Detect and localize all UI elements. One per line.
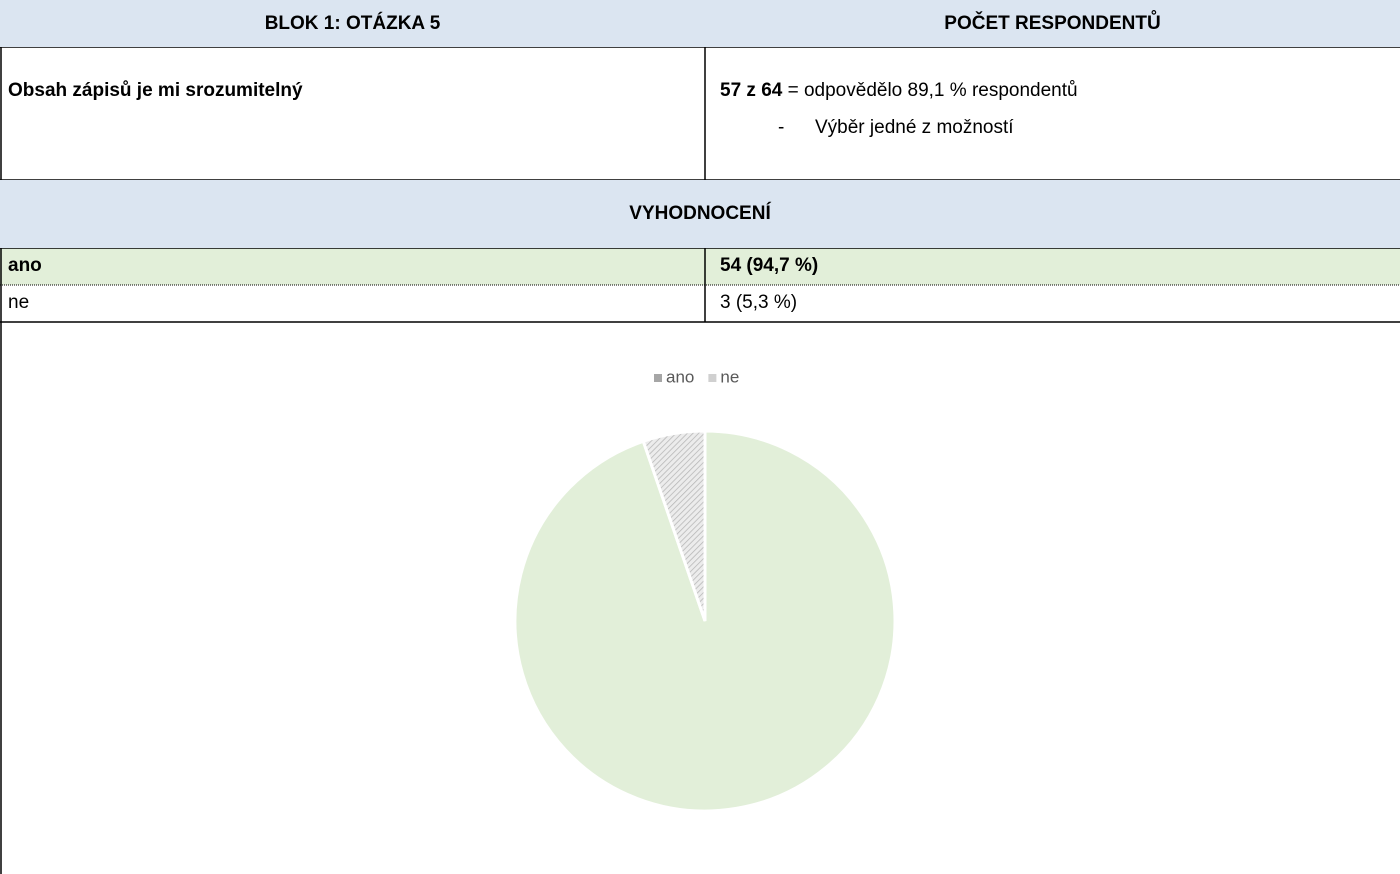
pie-chart: ano ne	[513, 367, 897, 813]
row-value: 3 (5,3 %)	[720, 292, 798, 313]
pie-slice	[641, 429, 707, 622]
row-label: ano	[8, 255, 42, 276]
count: 57 z 64 = odpovědělo 89,1 % respondentů	[720, 80, 1078, 102]
legend-label: ano	[666, 367, 694, 386]
section-header: VYHODNOCENÍ	[0, 180, 1400, 248]
header-cell: POČET RESPONDENTŮ	[705, 0, 1400, 47]
legend-label: ne	[720, 367, 739, 386]
count-bold: 57 z 64	[720, 80, 783, 101]
row-value: 54 (94,7 %)	[720, 255, 819, 276]
bullet: -	[778, 117, 785, 138]
note: Výběr jedné z možností	[815, 117, 1014, 138]
legend-marker	[708, 374, 717, 382]
row-label: ne	[8, 292, 30, 313]
header-cell: BLOK 1: OTÁZKA 5	[0, 0, 705, 47]
legend-marker	[654, 374, 662, 382]
question: Obsah zápisů je mi srozumitelný	[8, 80, 303, 101]
count-text: = odpovědělo 89,1 % respondentů	[787, 80, 1078, 101]
